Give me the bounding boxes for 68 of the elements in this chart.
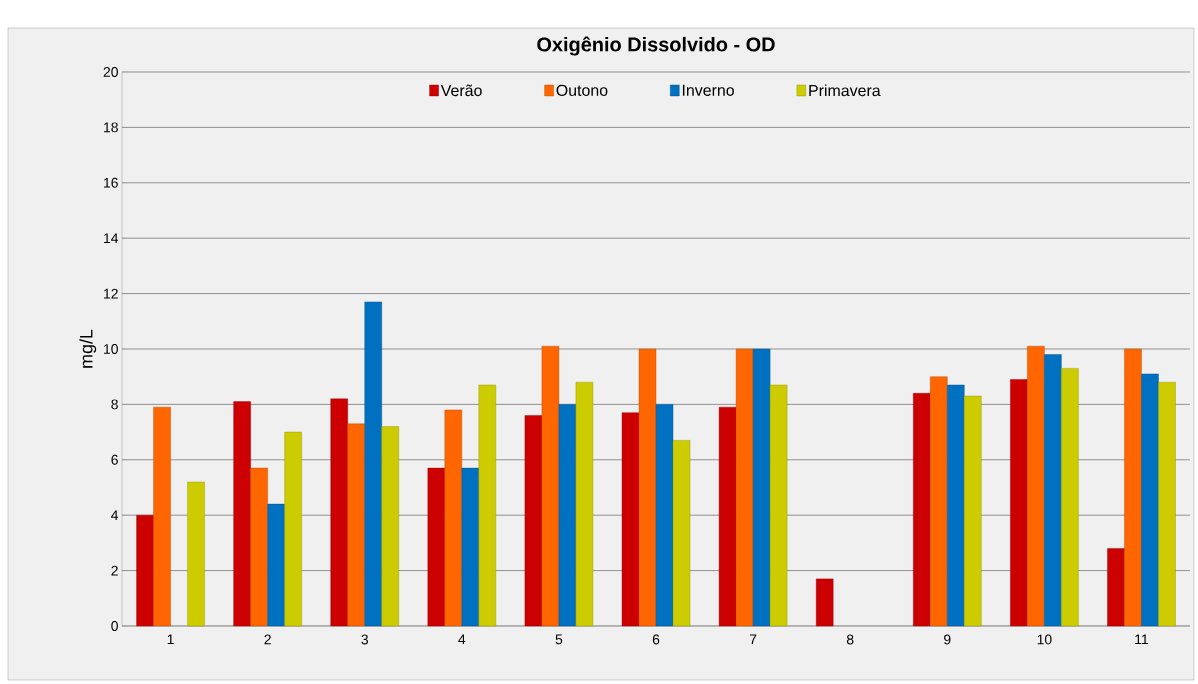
bar xyxy=(1044,354,1062,627)
legend-label: Verão xyxy=(440,84,482,97)
bar xyxy=(250,467,268,627)
bar xyxy=(330,398,348,627)
x-tick-label: 10 xyxy=(1037,634,1052,645)
bar xyxy=(1010,379,1028,627)
bar xyxy=(752,348,771,627)
y-tick-label: 8 xyxy=(111,399,118,410)
bar xyxy=(913,393,931,627)
bar xyxy=(187,481,205,627)
y-tick-label: 12 xyxy=(104,288,118,299)
bar xyxy=(267,503,285,627)
x-tick-label: 9 xyxy=(944,634,951,645)
bar xyxy=(444,409,463,627)
bar xyxy=(1027,346,1045,627)
x-tick-label: 6 xyxy=(652,634,660,645)
legend-label: Inverno xyxy=(682,84,734,96)
bar xyxy=(1061,368,1079,627)
bar xyxy=(930,376,948,627)
bar xyxy=(233,401,251,627)
bar xyxy=(1141,373,1159,627)
bar xyxy=(1124,348,1142,627)
bar xyxy=(815,578,834,627)
bar xyxy=(621,412,640,627)
bar xyxy=(461,467,480,627)
bar xyxy=(541,346,560,627)
bar xyxy=(524,415,543,627)
x-tick-label: 1 xyxy=(167,634,174,645)
bar xyxy=(381,426,399,627)
x-tick-label: 4 xyxy=(458,634,466,645)
x-tick-label: 11 xyxy=(1135,634,1149,645)
legend-label: Outono xyxy=(556,84,608,96)
y-tick-label: 10 xyxy=(104,344,118,354)
bar xyxy=(153,406,171,627)
y-tick-label: 14 xyxy=(104,233,119,243)
x-tick-label: 8 xyxy=(846,634,854,645)
y-tick-label: 20 xyxy=(103,67,118,77)
y-tick-label: 6 xyxy=(111,454,118,465)
bar xyxy=(284,431,302,627)
bar xyxy=(558,404,577,627)
bar xyxy=(769,384,788,627)
bar xyxy=(1158,382,1176,627)
y-tick-label: 2 xyxy=(111,565,118,576)
bar xyxy=(478,384,497,627)
legend-label: Primavera xyxy=(809,84,881,97)
bar xyxy=(1107,548,1125,627)
y-tick-label: 18 xyxy=(104,122,118,133)
x-tick-label: 3 xyxy=(361,634,368,645)
x-tick-label: 7 xyxy=(749,634,757,645)
x-tick-label: 2 xyxy=(264,634,271,645)
bar xyxy=(735,348,754,627)
y-tick-label: 16 xyxy=(104,177,118,188)
chart-title: Oxigênio Dissolvido - OD xyxy=(537,36,775,56)
y-tick-label: 0 xyxy=(111,621,118,631)
bar xyxy=(136,514,154,627)
bar xyxy=(364,301,382,627)
bar xyxy=(947,384,965,627)
y-tick-label: 4 xyxy=(111,510,119,520)
bar xyxy=(672,440,691,627)
bar xyxy=(655,404,674,627)
bar xyxy=(427,467,446,627)
y-axis-title: mg/L xyxy=(79,329,97,368)
bar xyxy=(964,395,982,627)
bar xyxy=(718,406,737,627)
bar xyxy=(575,382,594,627)
bar xyxy=(638,348,657,627)
x-tick-label: 5 xyxy=(555,634,563,645)
bar xyxy=(347,423,365,627)
